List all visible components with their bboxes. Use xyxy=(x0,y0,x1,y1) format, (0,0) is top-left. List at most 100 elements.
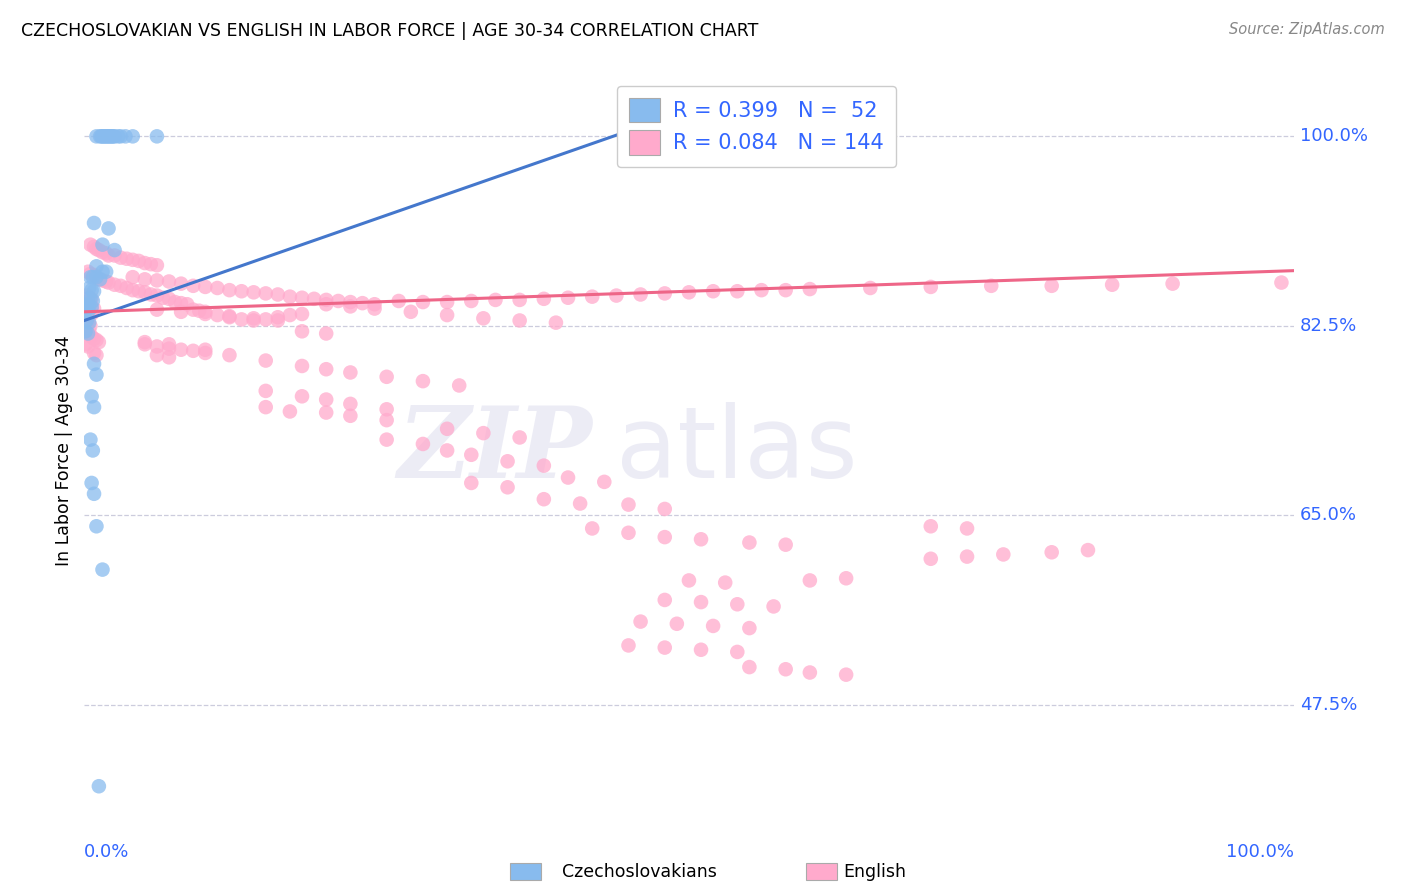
Point xyxy=(254,400,277,414)
Point xyxy=(98,129,121,144)
Point xyxy=(146,273,169,287)
Point xyxy=(654,530,676,544)
Point xyxy=(79,237,101,252)
Point xyxy=(1077,543,1099,558)
Point xyxy=(218,309,240,323)
Point xyxy=(920,519,942,533)
Point xyxy=(509,430,531,444)
Point xyxy=(725,285,748,299)
Point xyxy=(121,252,143,267)
Point xyxy=(115,252,138,266)
Point xyxy=(593,475,616,489)
Point xyxy=(352,296,374,310)
Point xyxy=(738,535,761,549)
Point xyxy=(291,307,314,321)
Point xyxy=(315,406,337,420)
Point xyxy=(90,129,112,144)
Text: Source: ZipAtlas.com: Source: ZipAtlas.com xyxy=(1229,22,1385,37)
Point xyxy=(91,245,114,260)
Point xyxy=(77,265,100,279)
Point xyxy=(157,342,180,356)
Point xyxy=(86,348,108,362)
Point xyxy=(181,343,204,358)
Point xyxy=(1161,277,1184,291)
Point xyxy=(412,374,434,388)
Point xyxy=(170,305,193,319)
Text: English: English xyxy=(844,863,907,881)
Point xyxy=(77,291,100,305)
Point xyxy=(291,324,314,338)
Point xyxy=(83,301,105,316)
Point xyxy=(83,357,105,371)
Point xyxy=(218,348,240,362)
Point xyxy=(97,248,120,262)
Point xyxy=(920,280,942,294)
Point xyxy=(146,258,169,272)
Point xyxy=(291,291,314,305)
Point xyxy=(605,288,627,302)
Point xyxy=(121,283,143,297)
Text: 0.0%: 0.0% xyxy=(84,843,129,861)
Text: 47.5%: 47.5% xyxy=(1299,696,1357,714)
Legend: R = 0.399   N =  52, R = 0.084   N = 144: R = 0.399 N = 52, R = 0.084 N = 144 xyxy=(617,86,896,167)
Point xyxy=(83,400,105,414)
Point xyxy=(91,129,114,144)
Point xyxy=(207,308,229,322)
Point xyxy=(86,260,108,274)
Point xyxy=(94,265,117,279)
Point xyxy=(134,335,156,350)
Point xyxy=(254,312,277,326)
Point xyxy=(617,525,640,540)
Point xyxy=(76,297,98,311)
Point xyxy=(291,359,314,373)
Point xyxy=(165,295,187,310)
Point xyxy=(188,303,211,318)
Point xyxy=(194,346,217,360)
Point xyxy=(128,285,150,299)
Point xyxy=(91,563,114,577)
Point xyxy=(775,662,797,676)
Point xyxy=(146,302,169,317)
Point xyxy=(80,475,103,490)
Point xyxy=(315,297,337,311)
Point xyxy=(80,307,103,321)
Point xyxy=(134,256,156,270)
Point xyxy=(412,437,434,451)
Point xyxy=(93,129,115,144)
Point xyxy=(80,301,103,315)
Point xyxy=(375,413,398,427)
Point xyxy=(82,293,104,308)
Point xyxy=(799,665,821,680)
Point xyxy=(76,313,98,327)
Point xyxy=(509,313,531,327)
Point xyxy=(799,282,821,296)
Point xyxy=(472,311,495,326)
Point xyxy=(267,310,290,325)
Point xyxy=(762,599,785,614)
Point xyxy=(725,597,748,611)
Point xyxy=(91,237,114,252)
Point xyxy=(363,301,385,316)
Point xyxy=(157,292,180,306)
Point xyxy=(315,392,337,407)
Point xyxy=(339,295,361,310)
Point xyxy=(278,290,301,304)
Point xyxy=(980,278,1002,293)
Point xyxy=(665,616,688,631)
Point xyxy=(496,454,519,468)
Point xyxy=(799,574,821,588)
Point xyxy=(449,378,471,392)
Point xyxy=(157,275,180,289)
Point xyxy=(725,645,748,659)
Point xyxy=(121,129,143,144)
Point xyxy=(101,129,124,144)
Point xyxy=(76,322,98,336)
Point xyxy=(412,295,434,310)
Point xyxy=(75,302,97,317)
Point xyxy=(267,313,290,327)
Point xyxy=(231,312,253,326)
Point xyxy=(859,281,882,295)
Point xyxy=(94,246,117,260)
Point xyxy=(1101,277,1123,292)
Point xyxy=(77,305,100,319)
